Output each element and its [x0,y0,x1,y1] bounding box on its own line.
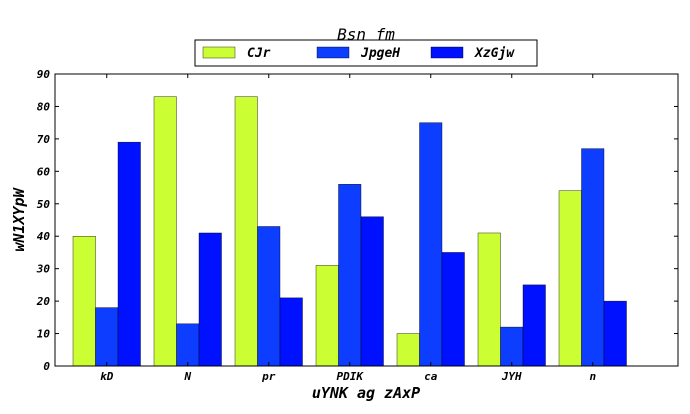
y-tick-label: 40 [37,230,51,243]
bar-CJr-JYH [477,232,501,367]
x-tick-label: n [589,370,596,383]
y-tick-label: 0 [43,360,50,373]
y-tick-label: 30 [36,263,51,276]
bar-CJr-kD [72,236,96,367]
plot-frame [54,73,679,367]
y-tick-label: 60 [37,165,51,178]
bar-JpgeH-PDIK [338,184,362,367]
x-tick-label: pr [261,370,276,383]
legend-label-JpgeH: JpgeH [360,46,400,61]
bar-XzGjw-n [603,300,627,367]
plot-area [72,96,627,367]
x-tick-label: kD [100,370,114,383]
x-tick-label: ca [424,370,438,383]
legend-label-XzGjw: XzGjw [474,46,515,61]
bar-JpgeH-n [581,148,605,367]
bar-CJr-PDIK [315,265,339,367]
bar-JpgeH-N [176,323,200,367]
x-axis-title: uYNK ag zAxP [312,384,420,402]
bar-JpgeH-kD [95,307,119,367]
bar-JpgeH-ca [419,122,443,367]
y-tick-label: 50 [37,198,51,211]
legend: CJr JpgeH XzGjw [194,39,538,67]
chart-title: Bsn fm [337,25,395,44]
bar-XzGjw-pr [279,297,303,367]
legend-box [194,39,538,67]
y-tick-label: 90 [37,68,51,81]
bar-XzGjw-N [198,232,222,367]
y-tick-label: 80 [37,100,51,113]
bar-XzGjw-kD [117,141,141,367]
bar-XzGjw-ca [441,252,465,367]
bar-CJr-ca [396,333,420,367]
y-axis-title: wN1XYpW [10,186,28,251]
bar-JpgeH-pr [257,226,281,367]
bar-JpgeH-JYH [500,326,524,367]
y-tick-label: 10 [37,328,51,341]
legend-swatch-XzGjw [430,46,464,59]
legend-label-CJr: CJr [247,46,271,61]
y-tick-label: 70 [37,133,51,146]
legend-swatch-CJr [202,46,236,59]
legend-swatch-JpgeH [316,46,350,59]
y-tick-label: 20 [36,295,51,308]
x-tick-label: PDIK [337,370,365,383]
x-tick-label: N [183,370,191,383]
bar-CJr-N [153,96,177,367]
bar-XzGjw-JYH [522,284,546,367]
x-tick-label: JYH [501,370,522,383]
bar-CJr-n [558,190,582,367]
bar-CJr-pr [234,96,258,367]
bar-XzGjw-PDIK [360,216,384,367]
